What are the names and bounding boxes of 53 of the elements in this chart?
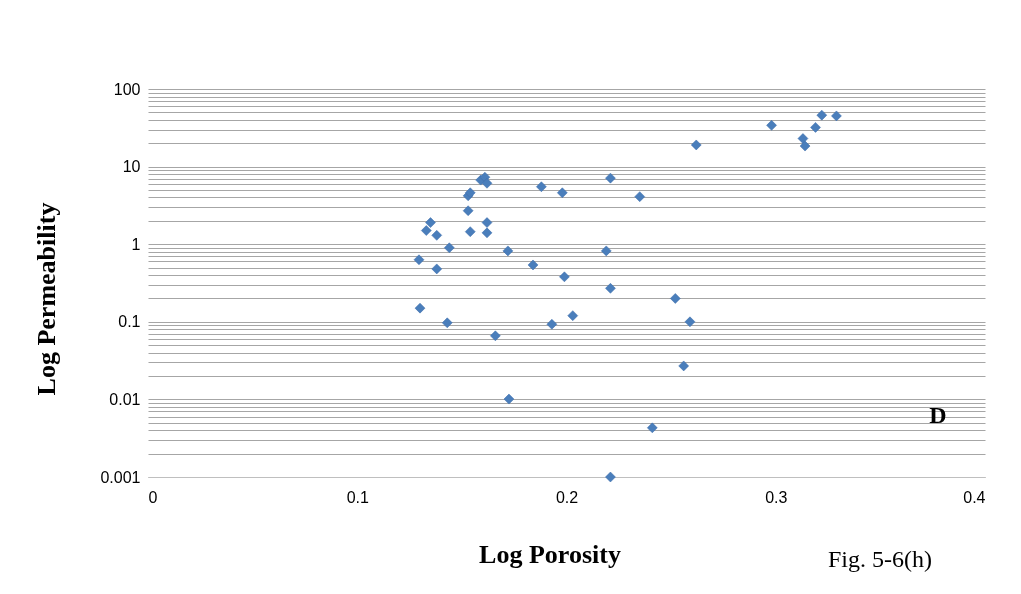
point xyxy=(634,191,645,202)
point xyxy=(605,283,616,294)
x-tick-label: 0.2 xyxy=(555,488,579,506)
point xyxy=(678,360,689,372)
point xyxy=(462,205,474,216)
point xyxy=(502,245,514,257)
y-axis-title: Log Permeability xyxy=(32,202,61,396)
point xyxy=(413,254,425,266)
point xyxy=(536,181,547,192)
point xyxy=(559,271,570,283)
point xyxy=(464,226,476,237)
point xyxy=(481,227,493,239)
point xyxy=(816,109,828,121)
point xyxy=(431,263,443,275)
point xyxy=(421,225,432,236)
point xyxy=(647,422,658,434)
point xyxy=(605,172,616,184)
point xyxy=(481,178,493,189)
annotation: D xyxy=(929,402,947,428)
y-tick-label: 0.01 xyxy=(109,390,141,408)
point xyxy=(690,139,702,151)
point xyxy=(490,330,501,342)
point xyxy=(601,245,612,257)
x-tick-label: 0 xyxy=(148,488,158,506)
point xyxy=(546,319,558,330)
point xyxy=(557,187,568,199)
y-tick-label: 0.001 xyxy=(100,468,141,486)
point xyxy=(444,242,455,253)
point xyxy=(766,120,777,131)
point xyxy=(503,393,515,405)
y-tick-label: 1 xyxy=(131,235,141,253)
y-tick-label: 10 xyxy=(122,158,141,176)
point xyxy=(831,110,842,122)
point xyxy=(567,310,579,321)
point xyxy=(605,471,616,483)
point xyxy=(670,293,681,304)
caption: Fig. 5-6(h) xyxy=(828,546,932,572)
y-tick-label: 0.1 xyxy=(118,313,141,331)
point xyxy=(810,122,821,133)
point xyxy=(431,230,443,241)
y-tick-label: 100 xyxy=(113,80,141,98)
x-tick-label: 0.3 xyxy=(765,488,788,506)
x-axis-title: Log Porosity xyxy=(479,540,621,569)
point xyxy=(425,217,436,228)
point xyxy=(797,133,809,144)
point xyxy=(684,316,696,328)
point xyxy=(799,140,811,152)
point xyxy=(414,302,426,314)
point xyxy=(527,259,539,271)
point xyxy=(481,217,493,228)
point xyxy=(441,317,453,329)
x-tick-label: 0.1 xyxy=(346,488,369,506)
x-tick-label: 0.4 xyxy=(963,488,986,506)
